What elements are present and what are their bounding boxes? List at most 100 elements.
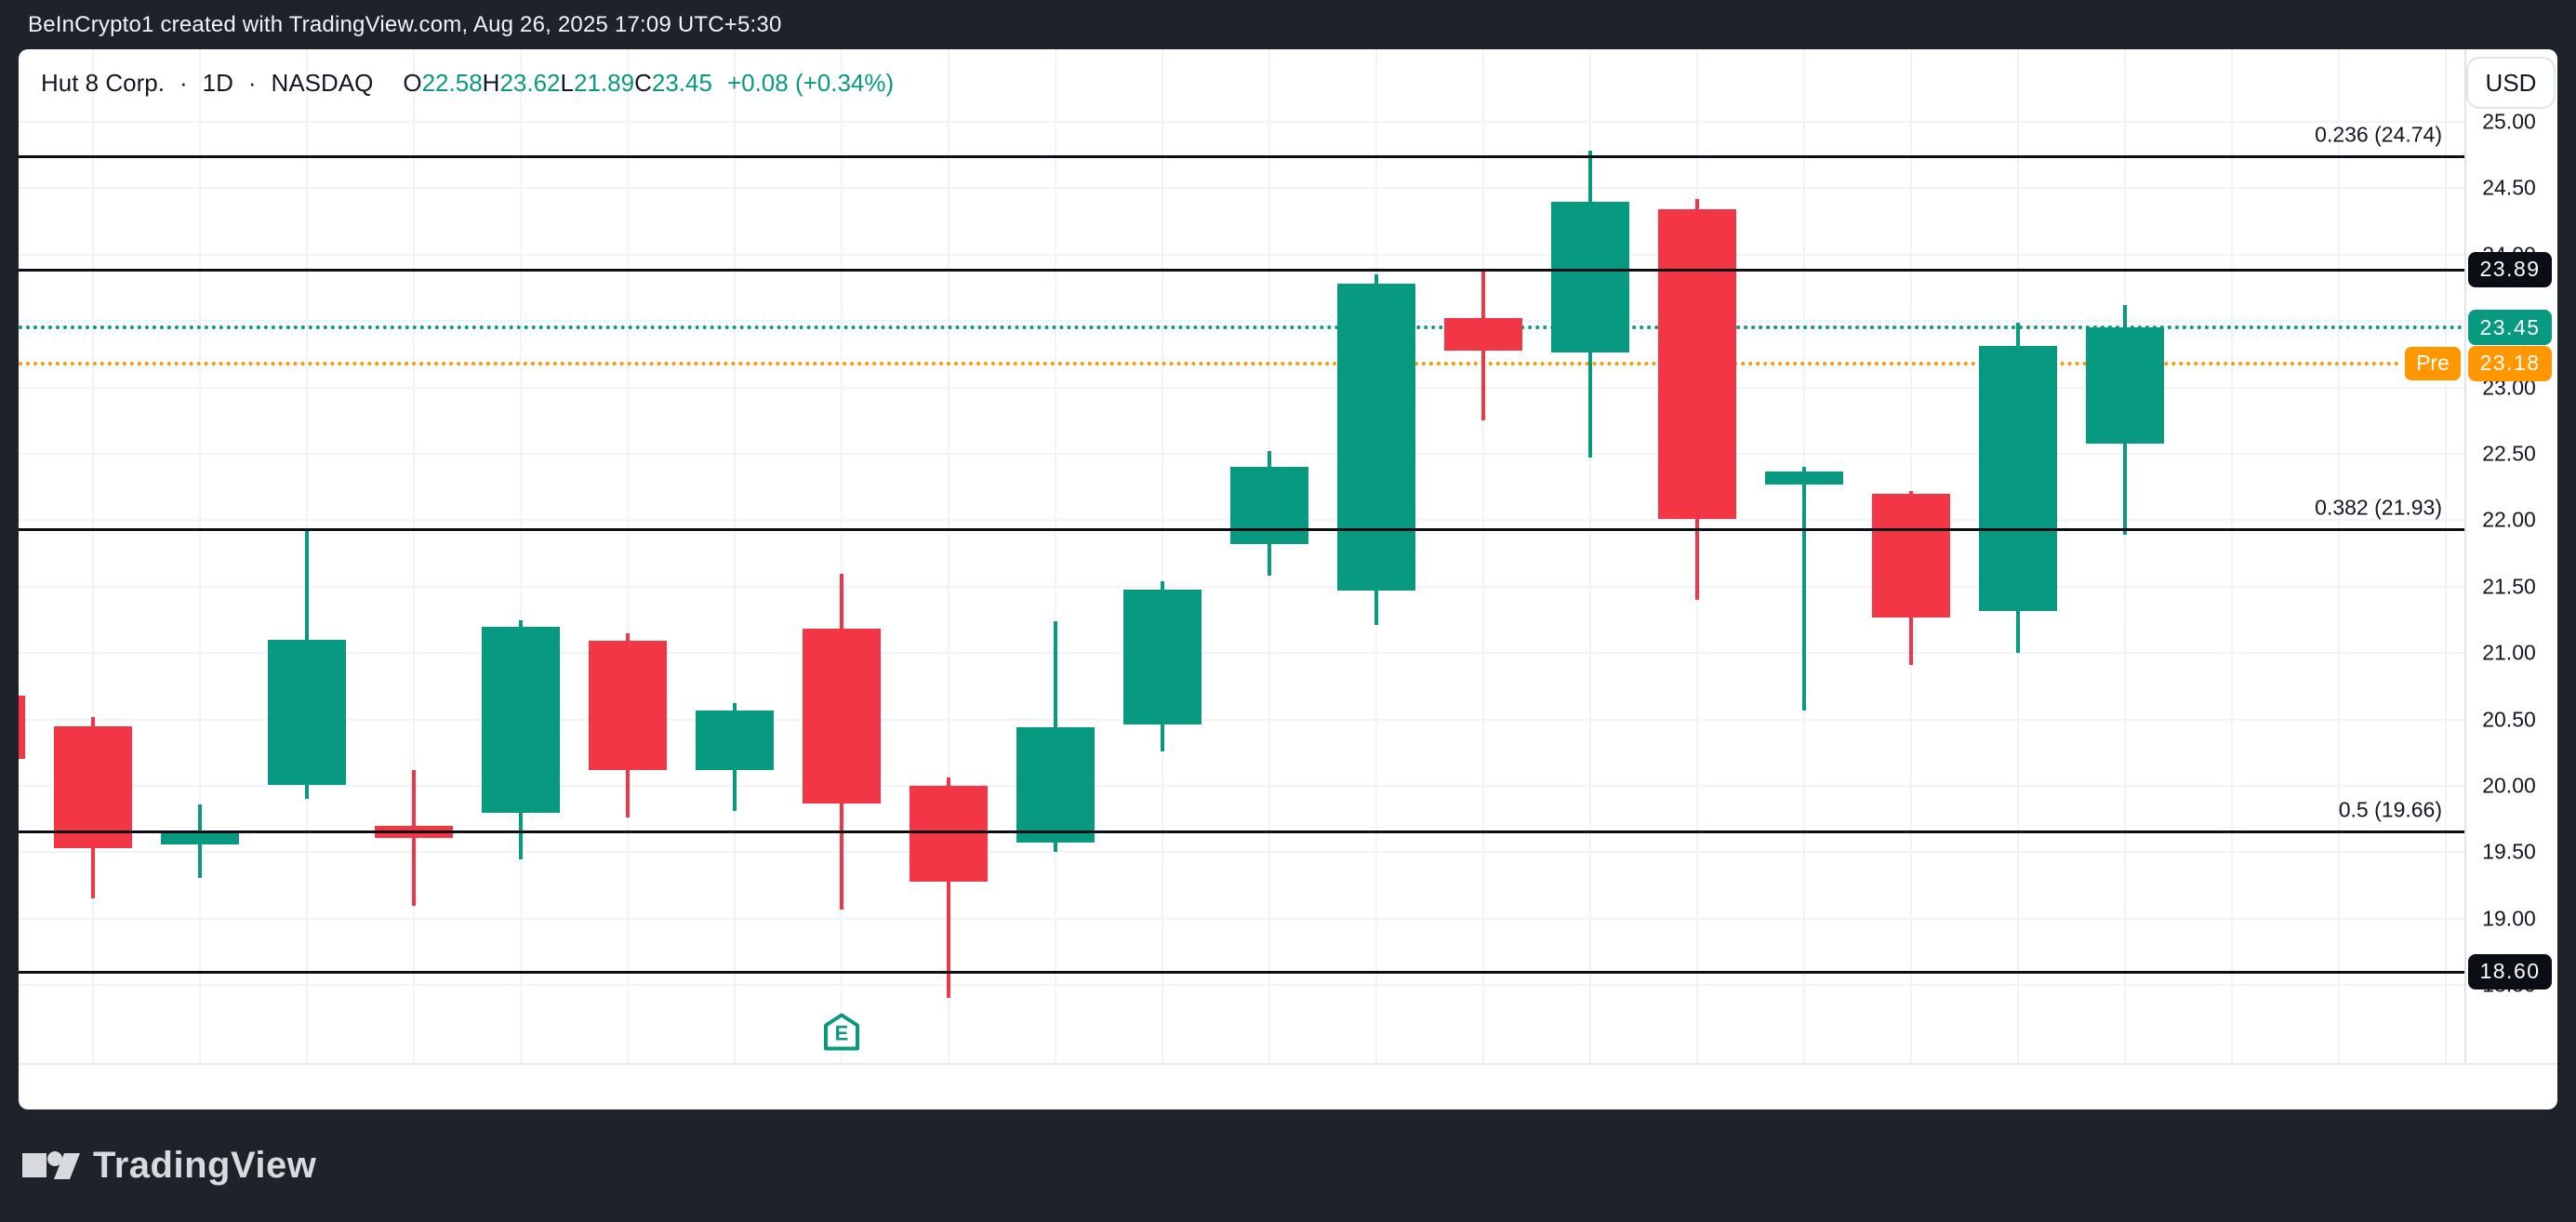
svg-text:E: E [835, 1022, 849, 1045]
candle-down[interactable] [1872, 493, 1950, 618]
vertical-gridline [2124, 49, 2126, 1063]
last-close-price-line [19, 325, 2464, 330]
price-axis-badge: 23.89 [2468, 251, 2552, 287]
candle-wick[interactable] [1802, 467, 1806, 711]
price-axis-label: 20.00 [2482, 773, 2536, 798]
price-axis-badge: 23.45 [2468, 310, 2552, 346]
separator-dot: · [179, 68, 188, 97]
vertical-gridline [1162, 49, 1163, 1063]
chart-card: 0.236 (24.74) 0.382 (21.93) 0.5 (19.66) E 2… [19, 49, 2557, 1109]
horizontal-gridline [19, 320, 2464, 323]
candle-up[interactable] [1123, 589, 1202, 725]
separator-dot: · [247, 68, 257, 97]
price-axis-label: 21.00 [2482, 640, 2536, 665]
candle-down[interactable] [589, 641, 667, 770]
fib-level-label: 0.236 (24.74) [2315, 122, 2442, 147]
footer-bar: TradingView [0, 1109, 2576, 1222]
ohlc-value: 22.58 [421, 68, 483, 97]
currency-label: USD [2485, 68, 2537, 97]
candle-up[interactable] [696, 710, 774, 770]
candle-up[interactable] [2086, 327, 2164, 444]
candle-up[interactable] [1979, 346, 2057, 611]
vertical-gridline [948, 49, 949, 1063]
ohlc-key: C [634, 68, 652, 97]
candle-up[interactable] [161, 830, 239, 844]
vertical-gridline [520, 49, 522, 1063]
price-axis-label: 22.50 [2482, 441, 2536, 466]
tradingview-logo-icon[interactable] [22, 1144, 80, 1189]
price-axis-border [2464, 49, 2466, 1063]
premarket-badge: Pre [2405, 346, 2461, 380]
candle-up[interactable] [268, 639, 346, 785]
horizontal-gridline [19, 121, 2464, 123]
horizontal-gridline [19, 718, 2464, 721]
price-axis-badge: 18.60 [2468, 953, 2552, 990]
symbol-name[interactable]: Hut 8 Corp. [41, 68, 165, 97]
candle-down[interactable] [1658, 209, 1736, 519]
candle-down[interactable] [1444, 318, 1522, 351]
candle-down[interactable] [19, 695, 25, 760]
ohlc-value: 23.45 [651, 68, 712, 97]
vertical-gridline [627, 49, 629, 1063]
price-axis-label: 19.00 [2482, 906, 2536, 931]
ohlc-key: L [560, 68, 574, 97]
earnings-icon[interactable]: E [821, 1013, 862, 1058]
vertical-gridline [2445, 49, 2447, 1063]
ohlc-values: O22.58H23.62L21.89C23.45 [403, 69, 712, 98]
interval-label[interactable]: 1D [202, 68, 233, 97]
horizontal-gridline [19, 585, 2464, 588]
premarket-price-line [19, 361, 2401, 365]
candle-down[interactable] [803, 629, 881, 804]
time-axis[interactable]: 293031Aug4567811121314151819202122252627… [19, 1063, 2485, 1109]
horizontal-gridline [19, 187, 2464, 190]
watermark-text: BeInCrypto1 created with TradingView.com… [28, 11, 782, 37]
fib-level-label: 0.5 (19.66) [2338, 797, 2442, 822]
vertical-gridline [841, 49, 843, 1063]
candle-down[interactable] [910, 786, 988, 882]
tradingview-wordmark[interactable]: TradingView [93, 1145, 317, 1186]
candle-up[interactable] [1230, 467, 1308, 545]
horizontal-gridline [19, 453, 2464, 455]
vertical-gridline [199, 49, 201, 1063]
candle-wick[interactable] [412, 769, 416, 906]
ohlc-value: 21.89 [574, 68, 635, 97]
vertical-gridline [92, 49, 94, 1063]
horizontal-gridline [19, 851, 2464, 854]
price-axis-label: 22.00 [2482, 507, 2536, 532]
horizontal-gridline [19, 785, 2464, 787]
price-level-line [19, 970, 2464, 974]
vertical-gridline [1482, 49, 1484, 1063]
candle-up[interactable] [1551, 201, 1629, 353]
price-axis-label: 19.50 [2482, 839, 2536, 864]
ohlc-key: H [482, 68, 500, 97]
price-axis-label: 25.00 [2482, 109, 2536, 134]
candle-up[interactable] [1337, 284, 1415, 591]
exchange-label: NASDAQ [271, 68, 374, 97]
time-axis-separator [19, 1063, 2557, 1065]
price-axis-badge: 23.18 [2468, 345, 2552, 381]
vertical-gridline [413, 49, 415, 1063]
candle-up[interactable] [482, 626, 560, 813]
symbol-header: Hut 8 Corp. · 1D · NASDAQ O22.58H23.62L2… [41, 62, 894, 103]
currency-button[interactable]: USD [2466, 57, 2556, 109]
horizontal-gridline [19, 917, 2464, 920]
change-percent: +0.08 (+0.34%) [726, 68, 895, 97]
watermark-bar: BeInCrypto1 created with TradingView.com… [0, 0, 2576, 49]
candle-wick[interactable] [947, 777, 950, 999]
candle-up[interactable] [1765, 471, 1843, 485]
price-axis-label: 24.50 [2482, 175, 2536, 200]
horizontal-gridline [19, 386, 2464, 389]
price-axis-label: 20.50 [2482, 707, 2536, 732]
candle-down[interactable] [54, 725, 132, 849]
horizontal-gridline [19, 652, 2464, 655]
vertical-gridline [1589, 49, 1591, 1063]
fib-level-line [19, 155, 2464, 159]
price-axis-label: 21.50 [2482, 574, 2536, 599]
fib-level-line [19, 528, 2464, 532]
horizontal-gridline [19, 984, 2464, 987]
candlestick-plot[interactable]: 0.236 (24.74) 0.382 (21.93) 0.5 (19.66) E [19, 49, 2464, 1063]
vertical-gridline [1055, 49, 1056, 1063]
candle-up[interactable] [1016, 727, 1095, 843]
price-level-line [19, 268, 2464, 272]
vertical-gridline [2231, 49, 2233, 1063]
